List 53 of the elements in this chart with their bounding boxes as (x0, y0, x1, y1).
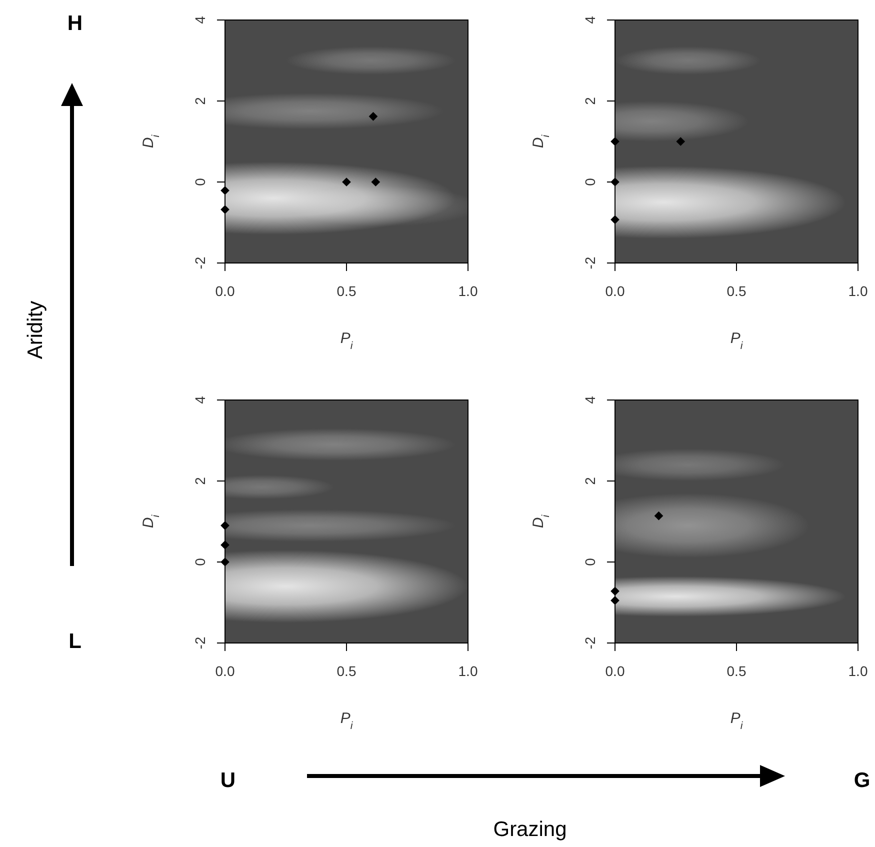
y-tick-label: 0 (582, 178, 598, 186)
y-tick-label: 0 (192, 178, 208, 186)
point (220, 521, 230, 530)
text: U (220, 769, 236, 792)
text: Aridity (24, 300, 47, 360)
point (654, 511, 664, 520)
text: L (68, 630, 82, 653)
y-tick-label: 2 (192, 96, 208, 105)
y-tick-label: 2 (582, 96, 598, 105)
point (676, 137, 686, 146)
point (610, 586, 620, 596)
x-axis-title: P$_{i}$ (730, 330, 744, 352)
point (610, 215, 620, 224)
text: Grazing (493, 818, 567, 841)
x-tick-label: 1.0 (848, 283, 868, 299)
x-tick-label: 1.0 (458, 283, 478, 299)
point (371, 178, 380, 186)
y-tick-label: 0 (192, 558, 208, 566)
point (610, 596, 620, 605)
y-tick-label: -2 (582, 256, 598, 270)
text: H (67, 12, 83, 35)
y-tick-label: 4 (582, 16, 598, 24)
x-tick-label: 1.0 (848, 663, 868, 679)
y-tick-label: 0 (582, 558, 598, 566)
point (368, 112, 378, 121)
point (610, 178, 620, 186)
point (220, 205, 230, 214)
x-tick-label: 0.5 (336, 663, 356, 679)
x-tick-label: 0.5 (726, 663, 746, 679)
y-tick-label: 2 (192, 476, 208, 485)
x-tick-label: 1.0 (458, 663, 478, 679)
x-axis-title: P$_{i}$ (340, 330, 354, 352)
x-tick-label: 0.5 (336, 283, 356, 299)
y-tick-label: -2 (192, 636, 208, 650)
point (220, 186, 230, 195)
point (220, 540, 230, 550)
x-axis-title: P$_{i}$ (730, 710, 744, 732)
x-tick-label: 0.0 (215, 663, 235, 679)
x-tick-label: 0.0 (605, 283, 625, 299)
y-tick-label: 4 (582, 396, 598, 404)
x-axis-title: P$_{i}$ (340, 710, 354, 732)
y-tick-label: -2 (582, 636, 598, 650)
point (342, 178, 351, 186)
x-tick-label: 0.0 (215, 283, 235, 299)
x-tick-label: 0.5 (726, 283, 746, 299)
y-tick-label: 4 (192, 16, 208, 24)
point (610, 137, 620, 146)
y-tick-label: 4 (192, 396, 208, 404)
text: G (854, 769, 870, 792)
y-tick-label: -2 (192, 256, 208, 270)
y-tick-label: 2 (582, 476, 598, 485)
x-tick-label: 0.0 (605, 663, 625, 679)
point (220, 558, 230, 566)
